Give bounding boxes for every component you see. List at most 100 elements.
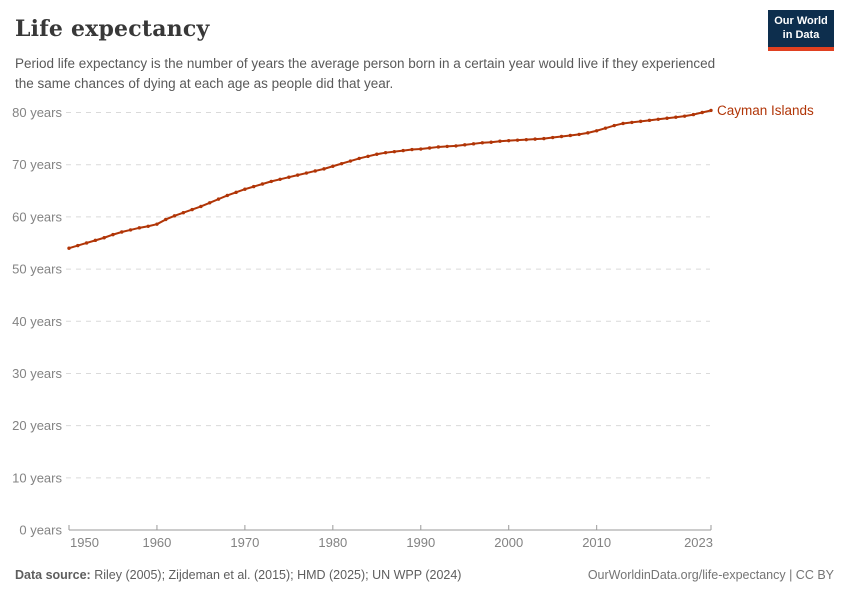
data-point[interactable] [155,222,159,226]
data-point[interactable] [278,177,282,181]
data-point[interactable] [454,144,458,148]
data-point[interactable] [375,152,379,156]
data-point[interactable] [199,204,203,209]
data-point[interactable] [67,246,71,250]
data-point[interactable] [709,108,713,113]
owid-logo-line1: Our World [774,15,828,27]
data-point[interactable] [164,217,168,222]
chart-subtitle: Period life expectancy is the number of … [15,56,716,92]
data-point[interactable] [357,156,361,161]
data-point[interactable] [691,112,696,117]
data-point[interactable] [111,232,115,237]
data-point[interactable] [172,214,177,218]
data-point[interactable] [419,147,423,151]
data-source-label: Data source: [15,568,91,582]
data-point[interactable] [383,150,388,155]
data-point[interactable] [348,159,353,163]
data-point[interactable] [331,164,335,168]
data-point[interactable] [674,115,678,119]
data-point[interactable] [84,241,89,245]
data-point[interactable] [647,118,652,123]
data-point[interactable] [630,120,634,125]
data-point[interactable] [665,116,669,120]
data-point[interactable] [93,238,98,243]
data-point[interactable] [603,126,608,130]
data-point[interactable] [190,207,194,212]
data-point[interactable] [251,184,256,189]
data-point[interactable] [559,134,564,139]
data-point[interactable] [260,182,265,186]
data-point[interactable] [313,169,317,173]
data-point[interactable] [621,121,625,126]
data-point[interactable] [225,193,230,198]
data-point[interactable] [366,154,370,159]
data-point[interactable] [304,171,309,175]
chart-footer: Data source: Riley (2005); Zijdeman et a… [15,568,834,582]
y-grid-group [66,112,710,479]
x-tick-label: 2000 [494,535,523,550]
owid-logo-line2: in Data [782,28,820,41]
data-point[interactable] [427,146,432,150]
data-point[interactable] [208,201,212,205]
y-tick-label: 30 years [12,366,62,381]
data-point[interactable] [700,110,704,115]
data-point[interactable] [120,230,124,234]
y-tick-label: 80 years [12,105,62,120]
data-point[interactable] [489,140,493,144]
x-tick-label: 1990 [406,535,435,550]
y-axis-labels-group: 0 years 10 years 20 years 30 years 40 years 5… [12,105,62,538]
data-point[interactable] [295,173,300,177]
data-point[interactable] [507,138,511,143]
data-point[interactable] [339,161,344,166]
data-point[interactable] [612,123,616,128]
data-point[interactable] [436,145,441,149]
data-point[interactable] [234,190,238,195]
data-point[interactable] [594,129,599,133]
owid-logo[interactable]: Our World in Data [768,10,834,51]
data-point[interactable] [322,167,326,171]
data-point[interactable] [577,132,581,137]
data-point[interactable] [550,135,555,140]
data-point[interactable] [146,224,150,228]
data-point[interactable] [471,142,476,146]
data-point[interactable] [515,138,520,142]
data-point[interactable] [76,243,80,248]
data-point[interactable] [181,211,186,215]
data-point[interactable] [410,147,414,152]
data-point[interactable] [542,136,546,141]
data-point[interactable] [533,137,537,141]
x-tick-label: 1950 [70,535,99,550]
x-axis-group: 1950 1960 1970 1980 1990 2000 2010 2023 [68,525,713,550]
data-point[interactable] [463,143,467,147]
data-point[interactable] [137,226,142,230]
data-point[interactable] [638,119,643,124]
data-point[interactable] [445,144,449,149]
x-tick-label: 2023 [684,535,713,550]
data-point[interactable] [392,149,397,154]
data-point[interactable] [498,139,502,143]
data-point[interactable] [656,117,660,121]
data-source-note: Data source: Riley (2005); Zijdeman et a… [15,568,461,582]
data-point[interactable] [568,133,572,138]
owid-url-license-link[interactable]: OurWorldinData.org/life-expectancy | CC … [587,568,834,582]
y-tick-label: 0 years [19,523,62,538]
data-point[interactable] [269,179,273,184]
page-title: Life expectancy [15,16,210,42]
x-tick-label: 1980 [318,535,347,550]
data-point[interactable] [243,187,247,191]
trend-line[interactable] [68,109,712,250]
y-tick-label: 40 years [12,314,62,329]
entity-line-label[interactable]: Cayman Islands [717,103,814,118]
data-point[interactable] [524,137,529,142]
data-point[interactable] [287,175,291,179]
data-point[interactable] [401,148,405,153]
data-point[interactable] [128,228,133,232]
data-point[interactable] [102,236,106,240]
data-point[interactable] [480,141,485,145]
x-tick-label: 1960 [142,535,171,550]
data-point[interactable] [586,131,590,135]
data-point[interactable] [682,114,687,118]
data-point[interactable] [216,197,221,201]
